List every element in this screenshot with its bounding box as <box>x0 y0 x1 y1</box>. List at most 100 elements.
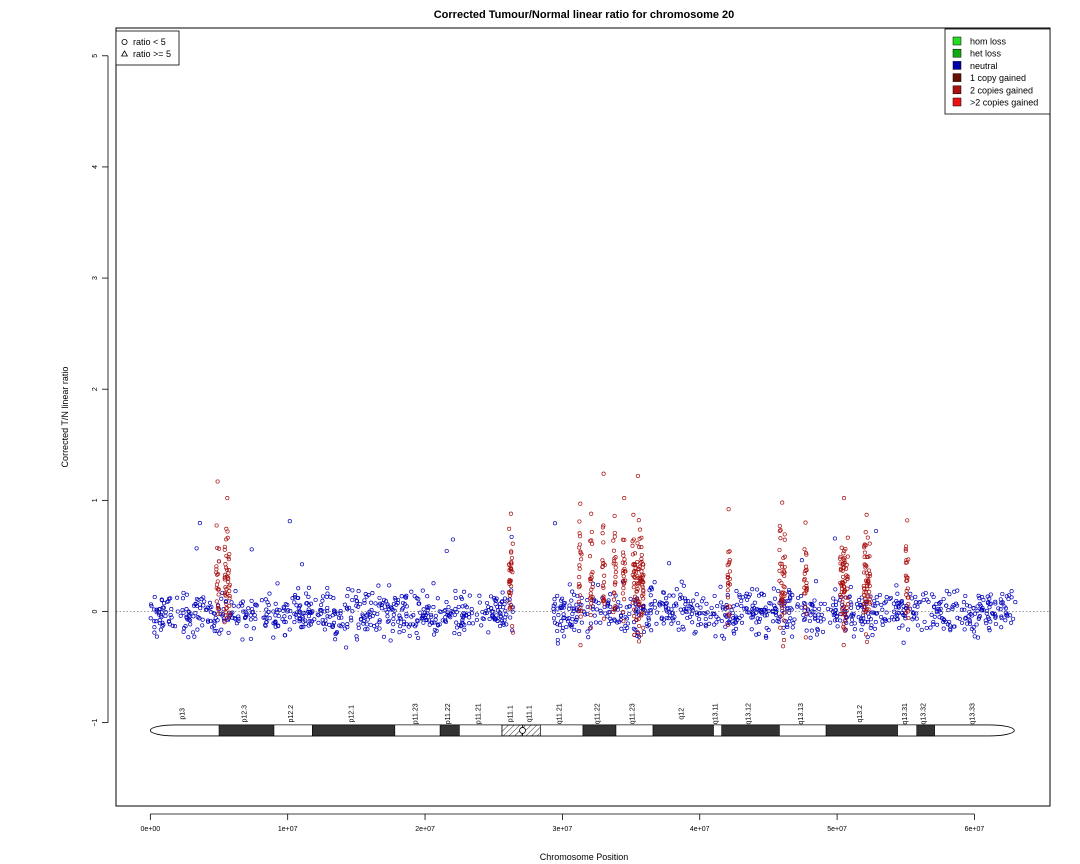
legend-2-copies-gained: 2 copies gained <box>970 85 1033 95</box>
data-point <box>867 574 872 579</box>
data-point <box>1000 600 1005 605</box>
data-point <box>403 595 409 600</box>
data-point <box>867 554 872 559</box>
data-point <box>861 593 867 598</box>
data-point <box>296 605 301 611</box>
data-point <box>639 569 644 574</box>
data-point <box>181 610 186 615</box>
data-point <box>149 604 154 609</box>
data-point <box>577 563 582 568</box>
data-point <box>781 644 786 649</box>
data-point <box>510 630 515 635</box>
data-point <box>191 614 196 619</box>
data-point <box>632 614 637 619</box>
data-point <box>684 610 689 615</box>
data-point <box>555 606 560 611</box>
data-point <box>404 604 409 609</box>
data-point <box>195 627 200 632</box>
data-point <box>590 604 595 609</box>
data-point <box>159 613 164 618</box>
data-point <box>244 624 249 629</box>
data-point <box>863 619 868 624</box>
data-point <box>261 615 266 620</box>
data-point <box>195 603 200 609</box>
data-point <box>802 591 807 596</box>
data-point <box>968 621 973 626</box>
data-point <box>618 614 624 619</box>
data-point <box>808 601 813 606</box>
data-point <box>611 561 616 566</box>
data-point <box>1009 595 1014 600</box>
data-point <box>606 621 611 627</box>
ideogram-band <box>825 724 898 737</box>
data-point <box>831 603 836 608</box>
data-point <box>510 541 515 546</box>
data-point <box>222 590 228 596</box>
data-point <box>446 605 451 610</box>
data-point <box>674 587 679 592</box>
data-point <box>180 608 185 613</box>
data-point <box>197 616 202 621</box>
data-point <box>620 560 625 565</box>
data-point <box>796 595 801 600</box>
data-point <box>862 542 867 547</box>
data-point <box>1000 591 1005 597</box>
data-point <box>782 610 787 615</box>
data-point <box>561 612 566 617</box>
data-point <box>555 622 560 627</box>
data-point <box>674 603 679 608</box>
data-point <box>967 617 972 622</box>
y-axis-label: Corrected T/N linear ratio <box>60 367 70 468</box>
data-point <box>460 604 465 609</box>
y-axis: −1 0 1 2 3 4 5 <box>92 54 109 727</box>
data-point <box>803 605 808 610</box>
data-point <box>552 609 557 614</box>
data-point <box>778 528 783 533</box>
data-point <box>463 603 468 608</box>
data-point <box>622 561 627 566</box>
data-point <box>282 614 287 619</box>
data-point <box>593 620 599 625</box>
data-point <box>772 603 777 608</box>
data-point <box>891 617 896 622</box>
data-point <box>781 618 786 623</box>
data-point <box>912 604 917 609</box>
data-point <box>845 586 850 591</box>
data-point <box>621 619 626 624</box>
data-point <box>737 592 742 597</box>
data-point <box>267 591 272 596</box>
data-point <box>929 612 934 617</box>
data-point <box>509 584 514 589</box>
data-point <box>857 598 862 603</box>
data-point <box>479 623 484 628</box>
data-point <box>938 610 943 615</box>
data-point <box>648 593 653 598</box>
data-point <box>845 554 850 559</box>
data-point <box>188 622 193 627</box>
data-point <box>204 607 209 612</box>
band-label: p11.21 <box>476 703 483 724</box>
data-point <box>983 618 988 623</box>
data-point <box>408 622 413 627</box>
data-point <box>292 611 297 616</box>
data-point <box>477 600 482 605</box>
data-point <box>733 626 739 631</box>
data-point <box>391 601 396 606</box>
data-point <box>780 571 785 576</box>
data-point <box>993 599 998 604</box>
data-point <box>812 606 817 611</box>
data-point <box>467 615 472 620</box>
data-point <box>209 604 214 610</box>
x-tick-label: 1e+07 <box>278 826 298 833</box>
data-point <box>866 568 872 573</box>
data-point <box>507 606 512 611</box>
data-point <box>858 619 863 624</box>
data-point <box>903 548 908 553</box>
data-point <box>606 600 611 605</box>
data-point <box>1003 618 1008 623</box>
data-point <box>904 592 909 597</box>
data-point <box>325 591 330 596</box>
data-point <box>577 542 582 547</box>
data-point <box>166 599 171 604</box>
data-point <box>488 594 494 599</box>
